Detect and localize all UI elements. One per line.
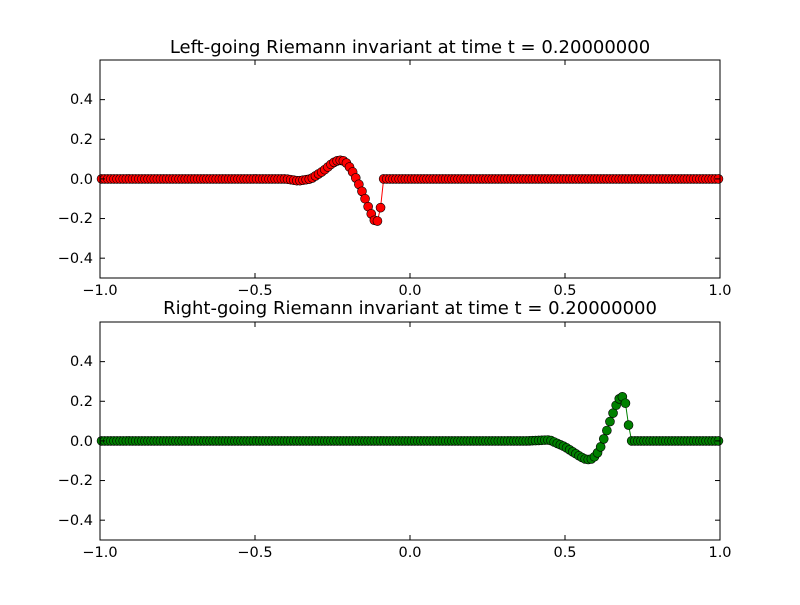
plot-frame	[99, 321, 721, 541]
x-tick-label: 0.0	[398, 283, 421, 299]
x-tick-label: 1.0	[708, 545, 731, 561]
y-tick-label: −0.2	[58, 211, 93, 227]
y-tick-label: −0.4	[58, 251, 93, 267]
right-going-subplot: Right-going Riemann invariant at time t …	[58, 298, 732, 561]
y-tick-label: 0.4	[70, 92, 93, 108]
left-going-series	[96, 155, 724, 226]
x-tick-label: 0.0	[398, 545, 421, 561]
data-point	[598, 434, 609, 444]
series-line	[101, 159, 719, 222]
x-tick-label: −1.0	[82, 545, 117, 561]
chart-title: Right-going Riemann invariant at time t …	[163, 298, 657, 319]
data-point	[623, 420, 634, 430]
x-tick-label: 1.0	[708, 283, 731, 299]
tick-marks	[99, 322, 721, 540]
plot-frame	[99, 59, 721, 279]
y-tick-label: −0.4	[58, 513, 93, 529]
data-point	[602, 425, 612, 436]
x-tick-label: −1.0	[82, 283, 117, 299]
y-tick-label: 0.2	[70, 394, 93, 410]
x-tick-label: −0.5	[237, 283, 272, 299]
x-tick-label: 0.5	[553, 283, 576, 299]
left-going-subplot: Left-going Riemann invariant at time t =…	[58, 37, 732, 299]
data-point	[375, 202, 386, 213]
y-tick-label: 0.0	[70, 434, 93, 450]
data-point	[605, 416, 615, 427]
data-point	[620, 398, 631, 409]
data-point	[372, 216, 383, 226]
right-going-series	[96, 392, 724, 465]
x-tick-label: 0.5	[553, 545, 576, 561]
y-tick-label: 0.2	[70, 132, 93, 148]
y-tick-label: −0.2	[58, 473, 93, 489]
y-tick-label: 0.4	[70, 354, 93, 370]
x-tick-label: −0.5	[237, 545, 272, 561]
y-tick-label: 0.0	[70, 172, 93, 188]
chart-title: Left-going Riemann invariant at time t =…	[170, 37, 650, 58]
tick-marks	[99, 60, 721, 278]
